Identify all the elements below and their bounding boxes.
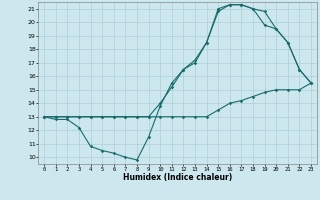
X-axis label: Humidex (Indice chaleur): Humidex (Indice chaleur) xyxy=(123,173,232,182)
